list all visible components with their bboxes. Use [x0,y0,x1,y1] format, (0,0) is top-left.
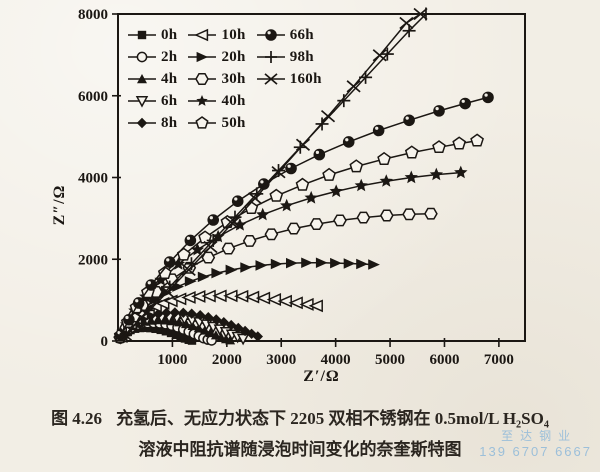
legend-label: 30h [221,70,246,87]
x-tick-label: 3000 [266,352,296,368]
diamond-marker-icon [128,117,156,129]
caption-line-2: 溶液中阻抗谱随浸泡时间变化的奈奎斯特图 [138,440,462,459]
watermark-phone: 139 6707 6667 [479,444,592,459]
legend-label: 98h [289,48,314,65]
series-66h [115,91,494,341]
series-30h [113,207,438,344]
caption-line-1: 图 4.26 充氢后、无应力状态下 2205 双相不锈钢在 0.5mol/L H₂… [0,403,600,434]
x-marker-icon [256,73,285,85]
square-marker-icon [128,30,156,40]
x-tick-label: 5000 [375,352,405,368]
y-tick-label: 0 [101,334,109,350]
legend-label: 4h [161,70,178,87]
legend-item-50h: 50h [186,115,245,132]
nyquist-figure: 1000 2000 3000 4000 5000 6000 7000 0 2000 4000 600… [51,7,526,385]
legend-item-66h: 66h [255,27,322,44]
legend-label: 66h [289,26,314,43]
triangle-right-marker-icon [188,51,217,63]
pentagon-marker-icon [188,116,217,129]
legend-item-2h: 2h [126,49,177,66]
figure-caption: 图 4.26 充氢后、无应力状态下 2205 双相不锈钢在 0.5mol/L H₂… [0,403,600,465]
y-tick-label: 4000 [78,171,108,187]
y-axis-label: Z″/Ω [51,184,68,226]
watermark-name: 至达钢业 [501,429,578,443]
legend-label: 6h [161,92,178,109]
x-tick-label: 7000 [484,352,514,368]
hexagon-marker-icon [188,73,217,85]
legend: 0h 2h 4h 6h 8h 10h 20h 30h 40h 50h 66h 98h 160h [126,24,322,134]
x-tick-label: 1000 [157,352,187,368]
legend-item-8h: 8h [126,115,177,132]
triangle-left-marker-icon [188,28,217,42]
legend-item-0h: 0h [126,27,177,44]
y-tick-label: 6000 [78,89,108,105]
legend-label: 40h [221,92,246,109]
y-tick-label: 2000 [78,252,108,268]
legend-label: 0h [161,26,178,43]
legend-label: 160h [289,70,322,87]
figure-number: 图 4.26 [51,409,103,428]
y-tick-label: 8000 [78,7,108,23]
triangle-down-marker-icon [128,96,156,108]
x-axis-label: Z′/Ω [303,368,340,385]
legend-label: 20h [221,48,246,65]
series-160h [118,7,428,342]
legend-label: 50h [221,114,246,131]
ball-marker-icon [256,29,285,41]
legend-label: 10h [221,26,246,43]
circle-marker-icon [128,51,156,63]
x-tick-label: 2000 [212,352,242,368]
legend-item-4h: 4h [126,71,177,88]
legend-item-98h: 98h [255,49,322,66]
legend-item-160h: 160h [255,71,322,88]
legend-label: 8h [161,114,178,131]
caption-text-1: 充氢后、无应力状态下 2205 双相不锈钢在 0.5mol/L H₂SO₄ [116,409,549,428]
x-tick-label: 6000 [429,352,459,368]
x-tick-label: 4000 [321,352,351,368]
plus-marker-icon [256,51,285,63]
watermark: 至达钢业 139 6707 6667 [479,429,592,459]
legend-item-6h: 6h [126,93,177,110]
legend-item-40h: 40h [186,93,245,110]
star-marker-icon [188,95,217,106]
legend-item-20h: 20h [186,49,245,66]
nyquist-chart: 1000 2000 3000 4000 5000 6000 7000 0 2000 4000 600… [78,7,526,368]
legend-item-10h: 10h [186,27,245,44]
legend-item-30h: 30h [186,71,245,88]
triangle-up-marker-icon [128,74,156,84]
legend-label: 2h [161,48,178,65]
